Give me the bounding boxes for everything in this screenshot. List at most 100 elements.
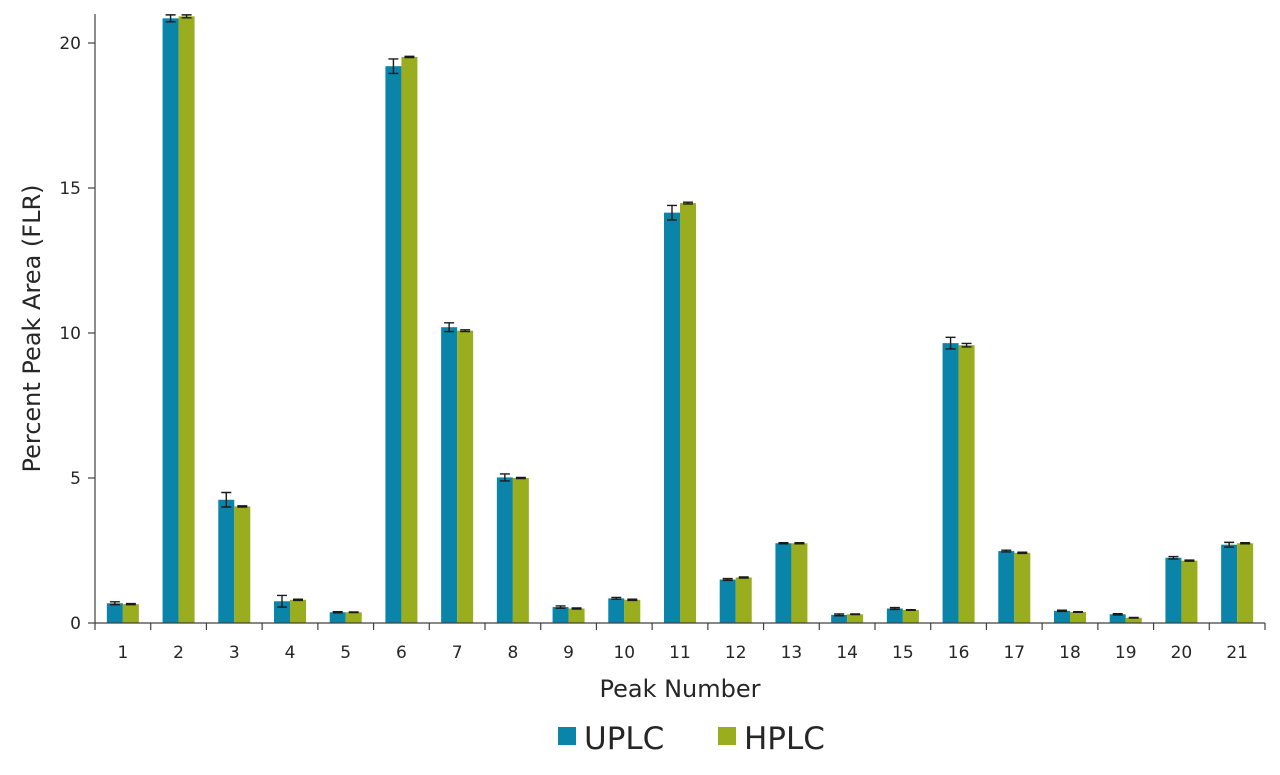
error-bar-hplc-21	[1240, 541, 1251, 545]
bar-hplc-16	[958, 345, 975, 623]
y-tick-label: 20	[59, 34, 81, 54]
error-bar-uplc-10	[611, 596, 622, 600]
bar-hplc-1	[122, 604, 139, 623]
x-tick-label: 20	[1171, 643, 1193, 663]
bar-hplc-13	[791, 543, 808, 623]
bar-uplc-7	[441, 327, 458, 623]
error-bar-uplc-5	[332, 610, 343, 614]
y-tick-label: 5	[70, 469, 81, 489]
x-tick-label: 5	[340, 643, 351, 663]
x-tick-label: 4	[285, 643, 296, 663]
legend-swatch-hplc	[718, 727, 736, 745]
bar-hplc-7	[457, 330, 474, 623]
error-bar-hplc-10	[627, 598, 638, 602]
x-tick-label: 15	[892, 643, 914, 663]
bar-uplc-14	[831, 614, 848, 623]
x-tick-label: 19	[1115, 643, 1137, 663]
bar-hplc-19	[1125, 617, 1142, 623]
error-bar-uplc-16	[945, 336, 956, 350]
bar-hplc-10	[624, 599, 641, 623]
bar-uplc-20	[1165, 557, 1182, 623]
y-ticks: 0 5 10 15 20	[59, 34, 95, 634]
error-bar-hplc-18	[1073, 610, 1083, 613]
error-bar-hplc-7	[460, 329, 471, 333]
bar-hplc-14	[847, 614, 864, 623]
x-tick-label: 6	[396, 643, 407, 663]
error-bars-layer	[109, 14, 1251, 619]
error-bar-hplc-8	[515, 476, 526, 480]
y-tick-label: 0	[70, 614, 81, 634]
x-tick-label: 11	[669, 643, 691, 663]
bar-uplc-17	[998, 551, 1015, 623]
error-bar-hplc-3	[237, 505, 248, 508]
y-axis-title: Percent Peak Area (FLR)	[18, 185, 46, 473]
error-bar-uplc-14	[834, 613, 845, 617]
bar-hplc-12	[735, 577, 752, 623]
bar-hplc-8	[512, 478, 529, 623]
y-tick-label: 10	[59, 324, 81, 344]
error-bar-hplc-1	[125, 602, 136, 606]
error-bar-uplc-18	[1057, 609, 1067, 613]
x-axis-title: Peak Number	[599, 675, 760, 703]
error-bar-hplc-13	[794, 541, 805, 545]
x-tick-label: 2	[173, 643, 184, 663]
bar-hplc-6	[401, 56, 418, 624]
x-tick-label: 18	[1059, 643, 1081, 663]
x-tick-label: 14	[836, 643, 858, 663]
error-bar-uplc-7	[444, 322, 455, 333]
error-bar-uplc-11	[667, 204, 677, 221]
bar-uplc-18	[1054, 610, 1070, 623]
x-tick-label: 12	[725, 643, 747, 663]
bar-uplc-15	[886, 608, 903, 623]
error-bar-uplc-21	[1224, 541, 1235, 548]
legend-label-uplc: UPLC	[584, 721, 664, 757]
bar-hplc-15	[902, 609, 919, 623]
error-bar-hplc-5	[348, 611, 359, 614]
bar-uplc-21	[1221, 544, 1238, 623]
bars-layer	[106, 16, 1254, 624]
bar-hplc-2	[178, 16, 195, 623]
bar-uplc-8	[496, 477, 513, 623]
bar-hplc-18	[1070, 611, 1086, 623]
x-tick-label: 10	[613, 643, 635, 663]
x-tick-label: 3	[229, 643, 240, 663]
error-bar-uplc-1	[109, 601, 120, 606]
bar-uplc-10	[608, 598, 625, 623]
bar-hplc-4	[290, 599, 306, 623]
bar-hplc-11	[680, 203, 696, 623]
error-bar-hplc-9	[571, 607, 582, 610]
axes-layer	[94, 14, 1265, 624]
error-bar-uplc-6	[388, 58, 399, 75]
error-bar-uplc-17	[1001, 549, 1012, 553]
error-bar-uplc-2	[165, 14, 176, 23]
bar-uplc-5	[329, 612, 346, 623]
error-bar-hplc-16	[961, 342, 972, 348]
error-bar-hplc-17	[1017, 551, 1028, 555]
error-bar-uplc-15	[889, 606, 900, 611]
error-bar-uplc-8	[499, 473, 510, 482]
error-bar-uplc-3	[221, 491, 232, 508]
error-bar-uplc-13	[778, 541, 789, 545]
error-bar-hplc-6	[404, 55, 415, 59]
bar-hplc-20	[1181, 560, 1198, 623]
x-tick-label: 13	[781, 643, 803, 663]
error-bar-hplc-15	[905, 608, 916, 611]
error-bar-hplc-11	[683, 201, 693, 205]
bar-uplc-1	[106, 603, 123, 623]
bar-uplc-3	[218, 499, 235, 623]
bar-uplc-13	[775, 543, 792, 623]
x-tick-label: 1	[117, 643, 128, 663]
x-ticks: 1 2 3 4 5 6 7 8 9 10 11 12 13 14 15 16 17 18 19 20 21	[94, 623, 1266, 663]
error-bar-hplc-4	[293, 598, 303, 602]
x-tick-label: 16	[948, 643, 970, 663]
legend-swatch-uplc	[558, 727, 576, 745]
bar-uplc-2	[162, 18, 179, 624]
bar-uplc-12	[719, 579, 736, 623]
bar-uplc-11	[664, 212, 680, 623]
x-tick-label: 8	[507, 643, 518, 663]
legend: UPLC HPLC	[558, 721, 825, 757]
error-bar-hplc-19	[1128, 616, 1139, 619]
x-tick-label: 17	[1003, 643, 1025, 663]
